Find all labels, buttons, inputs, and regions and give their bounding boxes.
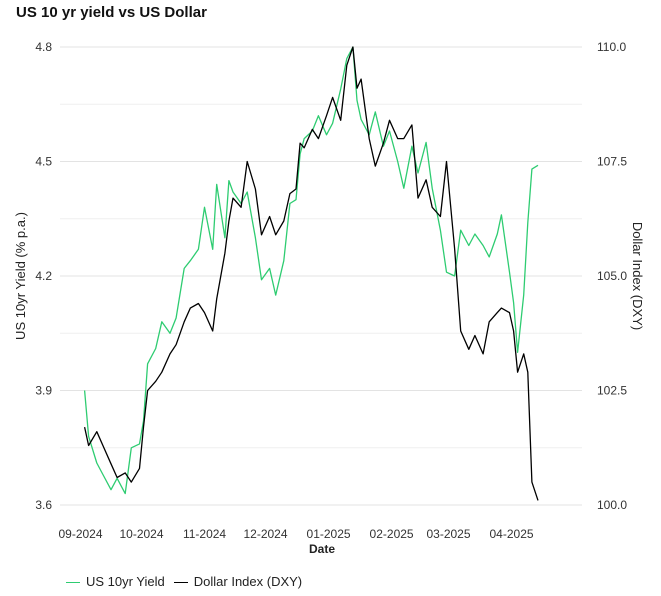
x-tick-label: 01-2025 (307, 527, 351, 541)
legend-swatch-yield (66, 582, 80, 583)
right-tick-label: 110.0 (597, 40, 626, 54)
legend-swatch-dxy (173, 582, 188, 583)
left-tick-label: 3.9 (35, 384, 52, 398)
legend-label-yield: US 10yr Yield (86, 574, 165, 589)
x-axis-tick-labels: 09-2024 10-2024 11-2024 12-2024 01-2025 02-20… (58, 527, 533, 541)
chart-title: US 10 yr yield vs US Dollar (16, 4, 207, 21)
left-axis-tick-labels: 3.6 3.9 4.2 4.5 4.8 (35, 40, 52, 512)
x-tick-label: 02-2025 (370, 527, 414, 541)
left-tick-label: 4.2 (35, 269, 52, 283)
x-tick-label: 09-2024 (58, 527, 102, 541)
x-tick-label: 04-2025 (490, 527, 534, 541)
legend-label-dxy: Dollar Index (DXY) (193, 574, 303, 589)
right-axis-tick-labels: 100.0 102.5 105.0 107.5 110.0 (597, 40, 627, 512)
y-axis-label-left: US 10yr Yield (% p.a.) (13, 212, 28, 340)
left-tick-label: 4.5 (35, 155, 52, 169)
x-tick-label: 03-2025 (426, 527, 470, 541)
right-tick-label: 105.0 (597, 269, 627, 283)
left-tick-label: 4.8 (35, 40, 52, 54)
series-line-dxy (83, 46, 539, 501)
y-axis-label-right: Dollar Index (DXY) (630, 222, 645, 330)
chart-legend: US 10yr Yield Dollar Index (DXY) (66, 574, 311, 589)
series-line-yield (83, 46, 539, 495)
right-tick-label: 100.0 (597, 498, 627, 512)
right-tick-label: 107.5 (597, 155, 627, 169)
right-tick-label: 102.5 (597, 384, 627, 398)
series-lines (83, 46, 539, 501)
x-tick-label: 11-2024 (183, 527, 226, 541)
gridlines (60, 46, 582, 506)
x-tick-label: 12-2024 (243, 527, 287, 541)
legend-item-yield: US 10yr Yield (66, 574, 165, 589)
x-tick-label: 10-2024 (119, 527, 163, 541)
x-axis-label: Date (309, 542, 335, 556)
legend-item-dxy: Dollar Index (DXY) (173, 574, 303, 589)
left-tick-label: 3.6 (35, 498, 52, 512)
